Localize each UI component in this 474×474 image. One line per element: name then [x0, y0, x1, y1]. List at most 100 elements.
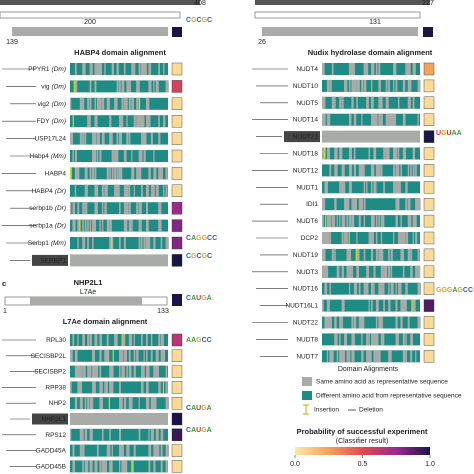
same-residue	[94, 219, 96, 232]
same-residue	[375, 248, 378, 261]
same-residue	[96, 132, 100, 145]
row-label: RPS12	[45, 432, 66, 439]
same-residue	[395, 147, 398, 160]
same-residue	[119, 132, 122, 145]
row-label: NUDT18	[293, 150, 319, 157]
same-residue	[128, 365, 132, 378]
same-residue	[329, 282, 331, 295]
same-residue	[385, 147, 389, 160]
row-label: serbp1b (Dr)	[29, 205, 66, 212]
same-residue	[84, 167, 88, 180]
same-residue	[126, 80, 130, 93]
probability-swatch	[171, 381, 183, 394]
species: (Dm)	[52, 118, 66, 125]
same-residue	[99, 381, 103, 394]
row-label: GADD45B	[36, 463, 66, 470]
same-residue	[348, 113, 352, 126]
logo-letter: U	[196, 427, 201, 434]
logo-letter: G	[201, 427, 207, 434]
same-residue	[119, 115, 122, 128]
same-residue	[393, 63, 397, 75]
same-residue	[415, 232, 418, 244]
same-residue	[407, 316, 410, 329]
same-residue	[417, 198, 421, 211]
same-residue	[96, 97, 100, 110]
same-residue	[111, 167, 114, 180]
same-residue	[341, 316, 344, 329]
same-residue	[121, 444, 124, 457]
same-residue	[393, 181, 396, 194]
same-residue	[353, 147, 356, 160]
same-residue	[165, 460, 168, 473]
logo-letter: A	[191, 235, 196, 242]
same-residue	[94, 80, 97, 93]
same-residue	[407, 164, 410, 177]
sequence-logo: CAGGCC	[186, 235, 217, 242]
same-residue	[77, 237, 79, 249]
same-residue	[143, 132, 147, 145]
same-residue	[371, 282, 374, 295]
probability-swatch	[423, 248, 435, 262]
logo-letter: G	[202, 235, 208, 242]
same-residue	[114, 150, 117, 162]
probability-swatch	[171, 236, 183, 250]
same-residue	[145, 184, 149, 197]
protein-bar	[255, 0, 430, 5]
probability-swatch	[171, 460, 183, 473]
same-residue	[383, 282, 385, 295]
same-residue	[131, 97, 134, 110]
same-residue	[329, 164, 332, 177]
same-residue	[148, 237, 151, 249]
row-label: Habp4 (Mm)	[30, 153, 66, 160]
same-residue	[74, 365, 78, 378]
same-residue	[402, 79, 406, 92]
same-residue	[371, 79, 373, 92]
same-residue	[412, 147, 416, 160]
probability-swatch	[423, 96, 435, 110]
same-residue	[363, 248, 366, 261]
same-residue	[334, 164, 338, 177]
same-residue	[94, 115, 98, 128]
probability-swatch	[171, 219, 183, 232]
same-residue	[121, 349, 124, 362]
same-residue	[77, 167, 80, 180]
same-residue	[393, 164, 395, 177]
same-residue	[79, 381, 83, 394]
same-residue	[417, 248, 420, 261]
same-residue	[119, 428, 122, 441]
same-residue	[331, 63, 334, 75]
same-residue	[385, 96, 389, 109]
same-residue	[326, 215, 331, 228]
same-residue	[326, 113, 331, 126]
same-residue	[348, 265, 352, 278]
same-residue	[375, 113, 378, 126]
same-residue	[119, 349, 122, 362]
same-residue	[72, 444, 75, 457]
same-residue	[155, 184, 159, 197]
logo-letter: C	[202, 337, 207, 344]
same-residue	[415, 198, 419, 211]
insertion	[162, 381, 165, 394]
same-residue	[405, 299, 407, 312]
insertion	[72, 115, 74, 128]
same-residue	[402, 113, 406, 126]
same-residue	[99, 219, 101, 232]
gene-name: NUDT21	[293, 133, 319, 140]
same-residue	[388, 113, 392, 126]
same-residue	[153, 150, 155, 162]
insertion-icon	[303, 404, 309, 415]
same-residue	[116, 132, 119, 145]
probability-swatch	[423, 350, 435, 363]
same-residue	[339, 147, 343, 160]
same-residue	[163, 349, 166, 362]
same-residue	[351, 79, 355, 92]
same-residue	[348, 215, 352, 228]
row-label: RPP38	[45, 384, 66, 391]
same-residue	[121, 460, 125, 473]
same-residue	[150, 184, 155, 197]
species: (Dr)	[55, 188, 66, 195]
same-residue	[158, 167, 162, 180]
same-residue	[158, 381, 161, 394]
same-residue	[77, 334, 79, 346]
same-residue	[339, 333, 341, 346]
